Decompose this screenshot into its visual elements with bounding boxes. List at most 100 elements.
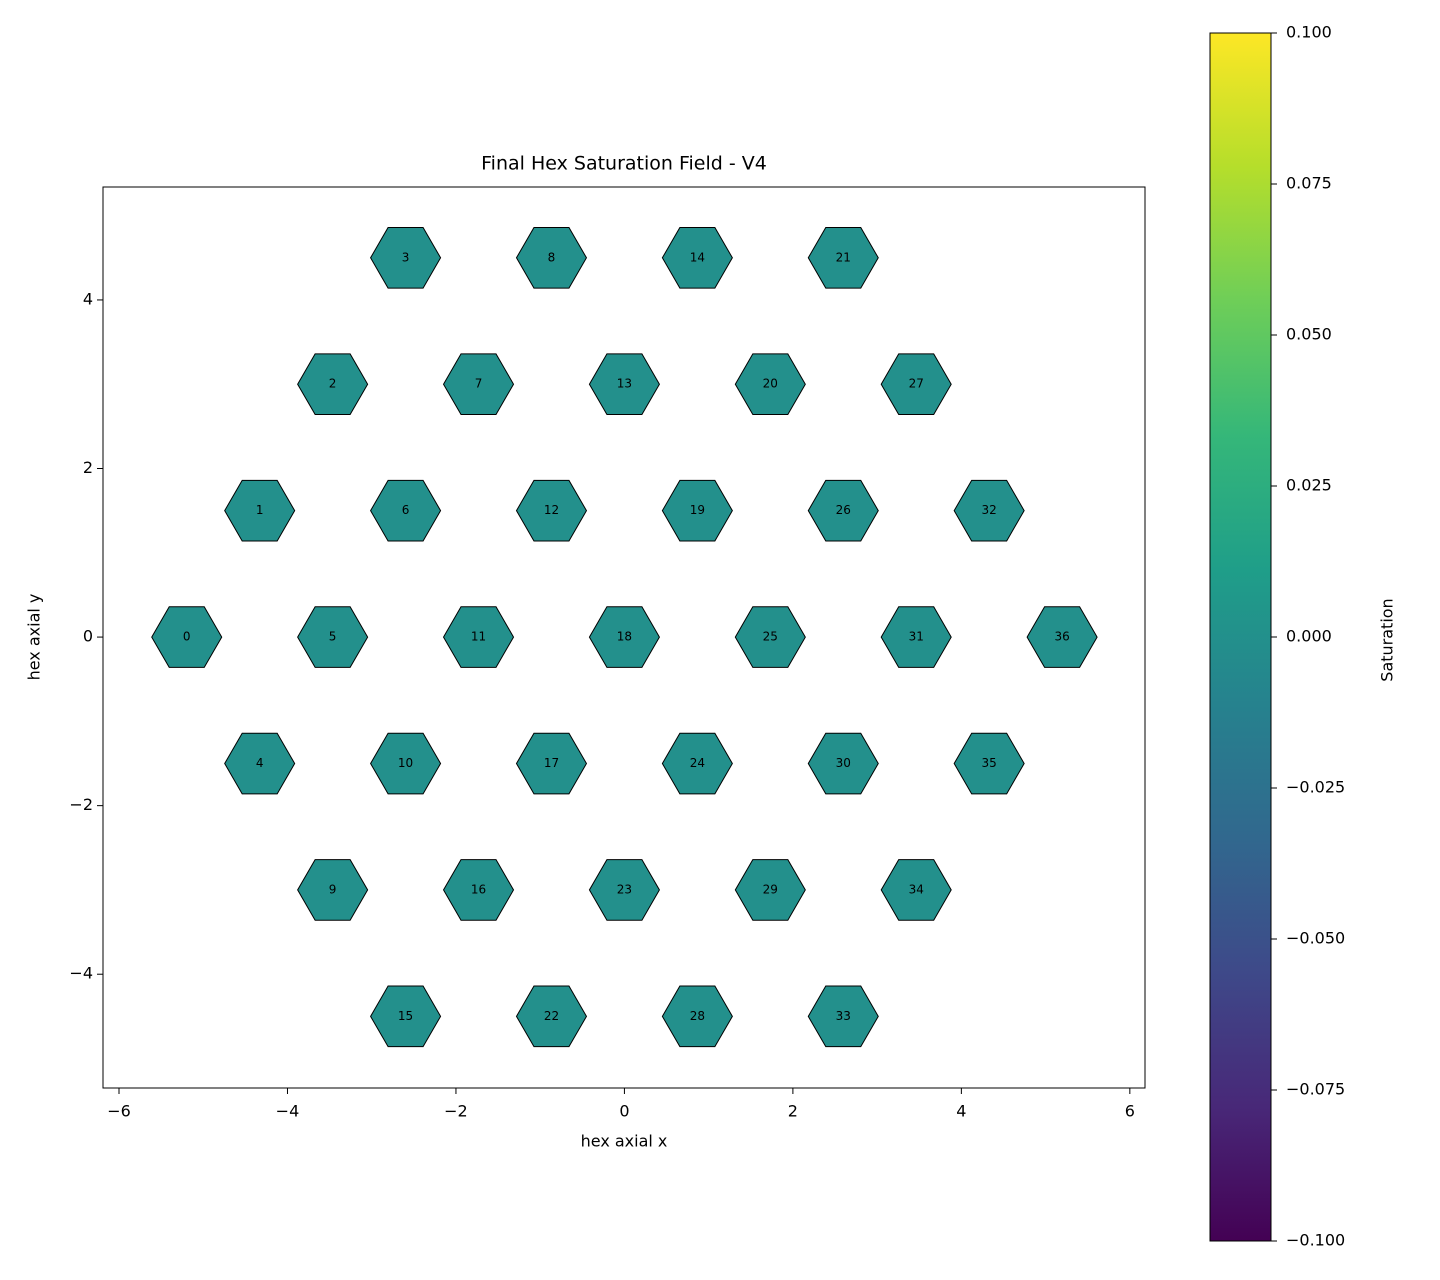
hex-label: 25 xyxy=(763,630,778,644)
hex-label: 5 xyxy=(329,630,337,644)
hex-cell xyxy=(370,985,442,1048)
hex-cell xyxy=(515,479,588,542)
colorbar xyxy=(1209,32,1272,1242)
hex-cell xyxy=(807,226,879,289)
hex-label: 22 xyxy=(544,1009,559,1023)
hex-cell xyxy=(588,859,660,921)
hex-cell xyxy=(297,859,369,921)
hex-label: 2 xyxy=(329,377,337,391)
colorbar-tick-label: 0.050 xyxy=(1286,325,1332,344)
hex-cell xyxy=(588,353,660,416)
hex-cell xyxy=(515,226,588,289)
y-tick-label: 4 xyxy=(83,289,93,308)
colorbar-label: Saturation xyxy=(1378,598,1397,681)
hex-label: 3 xyxy=(402,250,410,264)
hex-label: 13 xyxy=(617,377,632,391)
colorbar-tick-label: 0.025 xyxy=(1286,476,1332,495)
hex-label: 17 xyxy=(544,756,559,770)
y-tick-label: −4 xyxy=(69,964,93,983)
hex-cell xyxy=(661,985,733,1048)
hex-cell xyxy=(661,479,733,542)
x-tick-label: 0 xyxy=(619,1102,629,1121)
hex-label: 27 xyxy=(909,377,924,391)
x-tick-label: 2 xyxy=(788,1102,798,1121)
colorbar-tick-label: −0.025 xyxy=(1286,778,1345,797)
hex-cell xyxy=(807,985,879,1048)
colorbar-tick-label: 0.075 xyxy=(1286,174,1332,193)
colorbar-tick-label: 0.000 xyxy=(1286,627,1332,646)
hex-cell xyxy=(807,732,879,795)
hex-cell xyxy=(734,859,806,921)
hex-label: 20 xyxy=(763,377,778,391)
hex-label: 6 xyxy=(402,503,410,517)
y-axis-label: hex axial y xyxy=(25,594,44,681)
hex-cell xyxy=(224,732,296,795)
hex-label: 11 xyxy=(471,630,486,644)
hex-label: 31 xyxy=(909,630,924,644)
hex-cell xyxy=(515,985,588,1048)
hex-cell xyxy=(953,479,1025,542)
hex-label: 16 xyxy=(471,882,486,896)
hex-cell xyxy=(880,606,952,668)
hex-label: 0 xyxy=(183,630,191,644)
hex-label: 7 xyxy=(475,377,483,391)
hex-label: 24 xyxy=(690,756,705,770)
hex-label: 23 xyxy=(617,882,632,896)
hex-cell xyxy=(734,606,806,668)
x-tick-label: 4 xyxy=(956,1102,966,1121)
hex-cell xyxy=(734,353,806,416)
hex-label: 21 xyxy=(836,250,851,264)
y-tick-label: 0 xyxy=(83,627,93,646)
hex-label: 4 xyxy=(256,756,264,770)
hex-label: 26 xyxy=(836,503,851,517)
hex-cell xyxy=(224,479,296,542)
hex-cell xyxy=(953,732,1025,795)
hex-label: 1 xyxy=(256,503,264,517)
hex-label: 32 xyxy=(982,503,997,517)
hex-cell xyxy=(370,732,442,795)
x-tick-label: 6 xyxy=(1125,1102,1135,1121)
hex-cell xyxy=(151,606,223,668)
hex-label: 19 xyxy=(690,503,705,517)
colorbar-tick-label: −0.075 xyxy=(1286,1080,1345,1099)
hex-label: 30 xyxy=(836,756,851,770)
hex-cell xyxy=(880,353,952,416)
hex-cell xyxy=(661,226,733,289)
hex-label: 35 xyxy=(982,756,997,770)
hex-label: 29 xyxy=(763,882,778,896)
colorbar-tick-label: 0.100 xyxy=(1286,23,1332,42)
hex-cell xyxy=(807,479,879,542)
hex-cell xyxy=(297,353,369,416)
y-tick-label: 2 xyxy=(83,458,93,477)
x-tick-label: −6 xyxy=(107,1102,131,1121)
hex-cell xyxy=(370,226,442,289)
hex-label: 10 xyxy=(398,756,413,770)
hex-label: 12 xyxy=(544,503,559,517)
hex-label: 34 xyxy=(909,882,924,896)
hex-label: 33 xyxy=(836,1009,851,1023)
hex-cell xyxy=(442,859,515,921)
hex-label: 36 xyxy=(1054,630,1069,644)
hex-cell xyxy=(661,732,733,795)
hex-cell xyxy=(370,479,442,542)
x-axis-label: hex axial x xyxy=(581,1132,668,1151)
hex-cell xyxy=(297,606,369,668)
hex-label: 28 xyxy=(690,1009,705,1023)
y-tick-label: −2 xyxy=(69,795,93,814)
hex-cell xyxy=(442,353,515,416)
hex-label: 14 xyxy=(690,250,705,264)
hex-label: 9 xyxy=(329,882,337,896)
hex-cell xyxy=(515,732,588,795)
hex-cell xyxy=(442,606,515,668)
hex-label: 8 xyxy=(548,250,556,264)
hex-label: 18 xyxy=(617,630,632,644)
x-tick-label: −4 xyxy=(276,1102,300,1121)
x-tick-label: −2 xyxy=(444,1102,468,1121)
hex-label: 15 xyxy=(398,1009,413,1023)
hex-cell xyxy=(880,859,952,921)
chart-title: Final Hex Saturation Field - V4 xyxy=(481,153,767,175)
colorbar-tick-label: −0.100 xyxy=(1286,1231,1345,1250)
hex-cell xyxy=(1026,606,1098,668)
colorbar-tick-label: −0.050 xyxy=(1286,929,1345,948)
